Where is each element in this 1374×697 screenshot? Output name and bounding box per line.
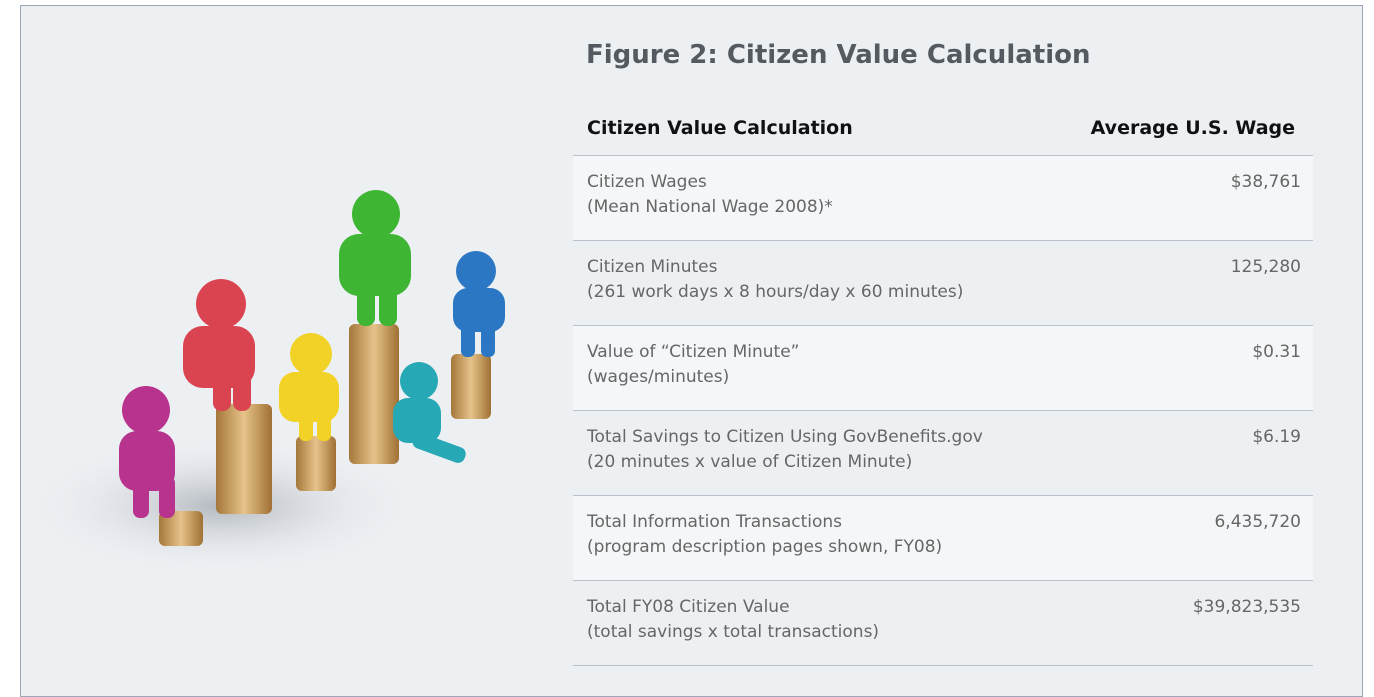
row-note: (wages/minutes)	[587, 367, 730, 387]
table-row: Value of “Citizen Minute” (wages/minutes)…	[573, 325, 1313, 411]
header-row: Citizen Value Calculation Average U.S. W…	[573, 101, 1313, 156]
row-label: Total FY08 Citizen Value	[587, 597, 790, 617]
row-label: Total Savings to Citizen Using GovBenefi…	[587, 427, 983, 447]
figure-red	[183, 279, 255, 411]
row-label: Citizen Minutes	[587, 257, 718, 277]
header-cell: Citizen Value Calculation	[573, 101, 1049, 156]
label-cell: Citizen Minutes (261 work days x 8 hours/…	[573, 240, 1049, 326]
label-cell: Total Savings to Citizen Using GovBenefi…	[573, 410, 1049, 496]
table-row: Total FY08 Citizen Value (total savings x…	[573, 580, 1313, 666]
figure-panel: Figure 2: Citizen Value Calculation Citi…	[20, 5, 1363, 697]
header-cell: Average U.S. Wage	[1048, 101, 1313, 156]
table-row: Total Savings to Citizen Using GovBenefi…	[573, 410, 1313, 496]
table-body: Citizen Wages (Mean National Wage 2008)* $…	[573, 155, 1313, 666]
table-row: Citizen Minutes (261 work days x 8 hours/…	[573, 240, 1313, 326]
row-note: (total savings x total transactions)	[587, 622, 880, 642]
figure-magenta	[119, 386, 175, 518]
row-label: Value of “Citizen Minute”	[587, 342, 800, 362]
row-label: Citizen Wages	[587, 172, 707, 192]
figure-yellow	[279, 333, 339, 441]
table-row: Citizen Wages (Mean National Wage 2008)* $…	[573, 155, 1313, 241]
figure-teal	[393, 362, 466, 463]
value-table: Citizen Value Calculation Average U.S. W…	[573, 101, 1313, 666]
value-cell: 125,280	[1048, 240, 1313, 326]
coin-stack	[296, 436, 336, 491]
value-cell: $39,823,535	[1048, 580, 1313, 666]
row-note: (261 work days x 8 hours/day x 60 minute…	[587, 282, 964, 302]
row-note: (20 minutes x value of Citizen Minute)	[587, 452, 913, 472]
row-note: (Mean National Wage 2008)*	[587, 197, 833, 217]
figure-blue	[453, 251, 505, 357]
row-note: (program description pages shown, FY08)	[587, 537, 943, 557]
value-cell: $6.19	[1048, 410, 1313, 496]
label-cell: Citizen Wages (Mean National Wage 2008)*	[573, 155, 1049, 241]
figure-green	[339, 190, 411, 326]
coin-stack	[159, 511, 203, 546]
page: Figure 2: Citizen Value Calculation Citi…	[20, 5, 1363, 697]
coin-stack	[451, 354, 491, 419]
label-cell: Total FY08 Citizen Value (total savings x…	[573, 580, 1049, 666]
illustration	[21, 190, 505, 576]
figure-title: Figure 2: Citizen Value Calculation	[586, 40, 1091, 70]
label-cell: Value of “Citizen Minute” (wages/minutes)	[573, 325, 1049, 411]
value-cell: $38,761	[1048, 155, 1313, 241]
label-cell: Total Information Transactions (program d…	[573, 495, 1049, 581]
coin-stack	[216, 404, 272, 514]
value-cell: $0.31	[1048, 325, 1313, 411]
coin-stack	[349, 324, 399, 464]
row-label: Total Information Transactions	[587, 512, 843, 532]
table-row: Total Information Transactions (program d…	[573, 495, 1313, 581]
value-cell: 6,435,720	[1048, 495, 1313, 581]
